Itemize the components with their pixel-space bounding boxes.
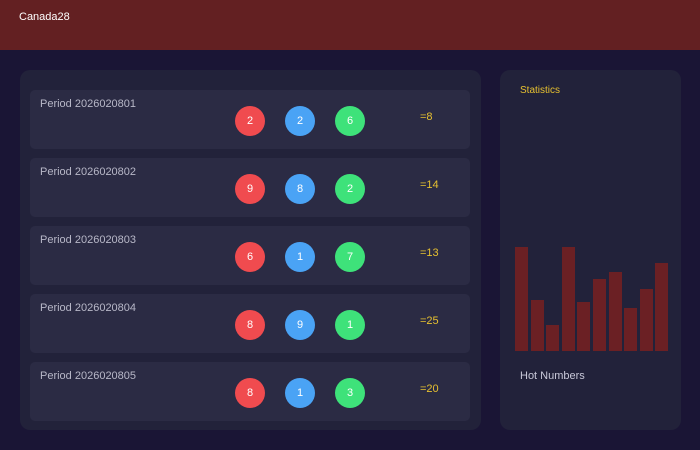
stat-bar (608, 272, 622, 351)
sum-label: =14 (420, 179, 439, 191)
stats-title: Statistics (520, 85, 561, 96)
round-row: Period 2026020804 8 9 1 =25 (30, 294, 470, 353)
ball: 8 (285, 174, 315, 204)
ball: 9 (285, 310, 315, 340)
stat-bar (593, 279, 606, 351)
stats-panel: Statistics Hot Numbers (500, 70, 681, 430)
period-label: Period 2026020801 (40, 98, 137, 110)
ball: 7 (335, 242, 365, 272)
ball: 8 (235, 378, 265, 408)
sum-label: =25 (420, 315, 439, 327)
period-label: Period 2026020802 (40, 166, 137, 178)
ball: 6 (335, 106, 365, 136)
ball: 2 (285, 106, 315, 136)
results-panel: Period 2026020801 2 2 6 =8 Period 2026020802 9… (20, 70, 481, 430)
ball: 2 (335, 174, 365, 204)
header: Canada28 (0, 0, 700, 50)
app-title: Canada28 (19, 11, 70, 23)
stat-bar (577, 302, 591, 351)
stat-bar (624, 308, 638, 351)
ball: 1 (285, 378, 315, 408)
ball: 1 (335, 310, 365, 340)
sum-label: =8 (420, 111, 433, 123)
round-row: Period 2026020803 6 1 7 =13 (30, 226, 470, 285)
stat-bar (655, 263, 669, 351)
round-row: Period 2026020802 9 8 2 =14 (30, 158, 470, 217)
ball: 2 (235, 106, 265, 136)
sum-label: =13 (420, 247, 439, 259)
period-label: Period 2026020804 (40, 302, 137, 314)
period-label: Period 2026020805 (40, 370, 137, 382)
period-label: Period 2026020803 (40, 234, 137, 246)
stat-bar (561, 247, 575, 351)
ball: 6 (235, 242, 265, 272)
sum-label: =20 (420, 383, 439, 395)
round-row: Period 2026020801 2 2 6 =8 (30, 90, 470, 149)
stats-subtitle: Hot Numbers (520, 370, 585, 382)
stat-bar (515, 247, 528, 351)
ball: 9 (235, 174, 265, 204)
stat-bar (639, 289, 653, 351)
ball: 1 (285, 242, 315, 272)
ball: 8 (235, 310, 265, 340)
stat-bar (530, 300, 544, 351)
round-row: Period 2026020805 8 1 3 =20 (30, 362, 470, 421)
ball: 3 (335, 378, 365, 408)
stat-bar (546, 325, 560, 351)
